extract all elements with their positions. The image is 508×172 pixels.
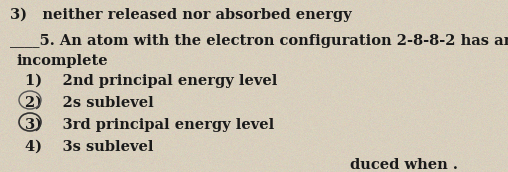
Text: 4)    3s sublevel: 4) 3s sublevel [25,140,153,154]
Text: ____5. An atom with the electron configuration 2-8-8-2 has an: ____5. An atom with the electron configu… [10,34,508,48]
Text: 2)    2s sublevel: 2) 2s sublevel [25,96,154,110]
Text: 3)    3rd principal energy level: 3) 3rd principal energy level [25,118,274,132]
Text: 3)   neither released nor absorbed energy: 3) neither released nor absorbed energy [10,8,352,22]
Text: incomplete: incomplete [16,54,108,68]
Text: 1)    2nd principal energy level: 1) 2nd principal energy level [25,74,277,88]
Text: duced when .: duced when . [350,158,458,172]
